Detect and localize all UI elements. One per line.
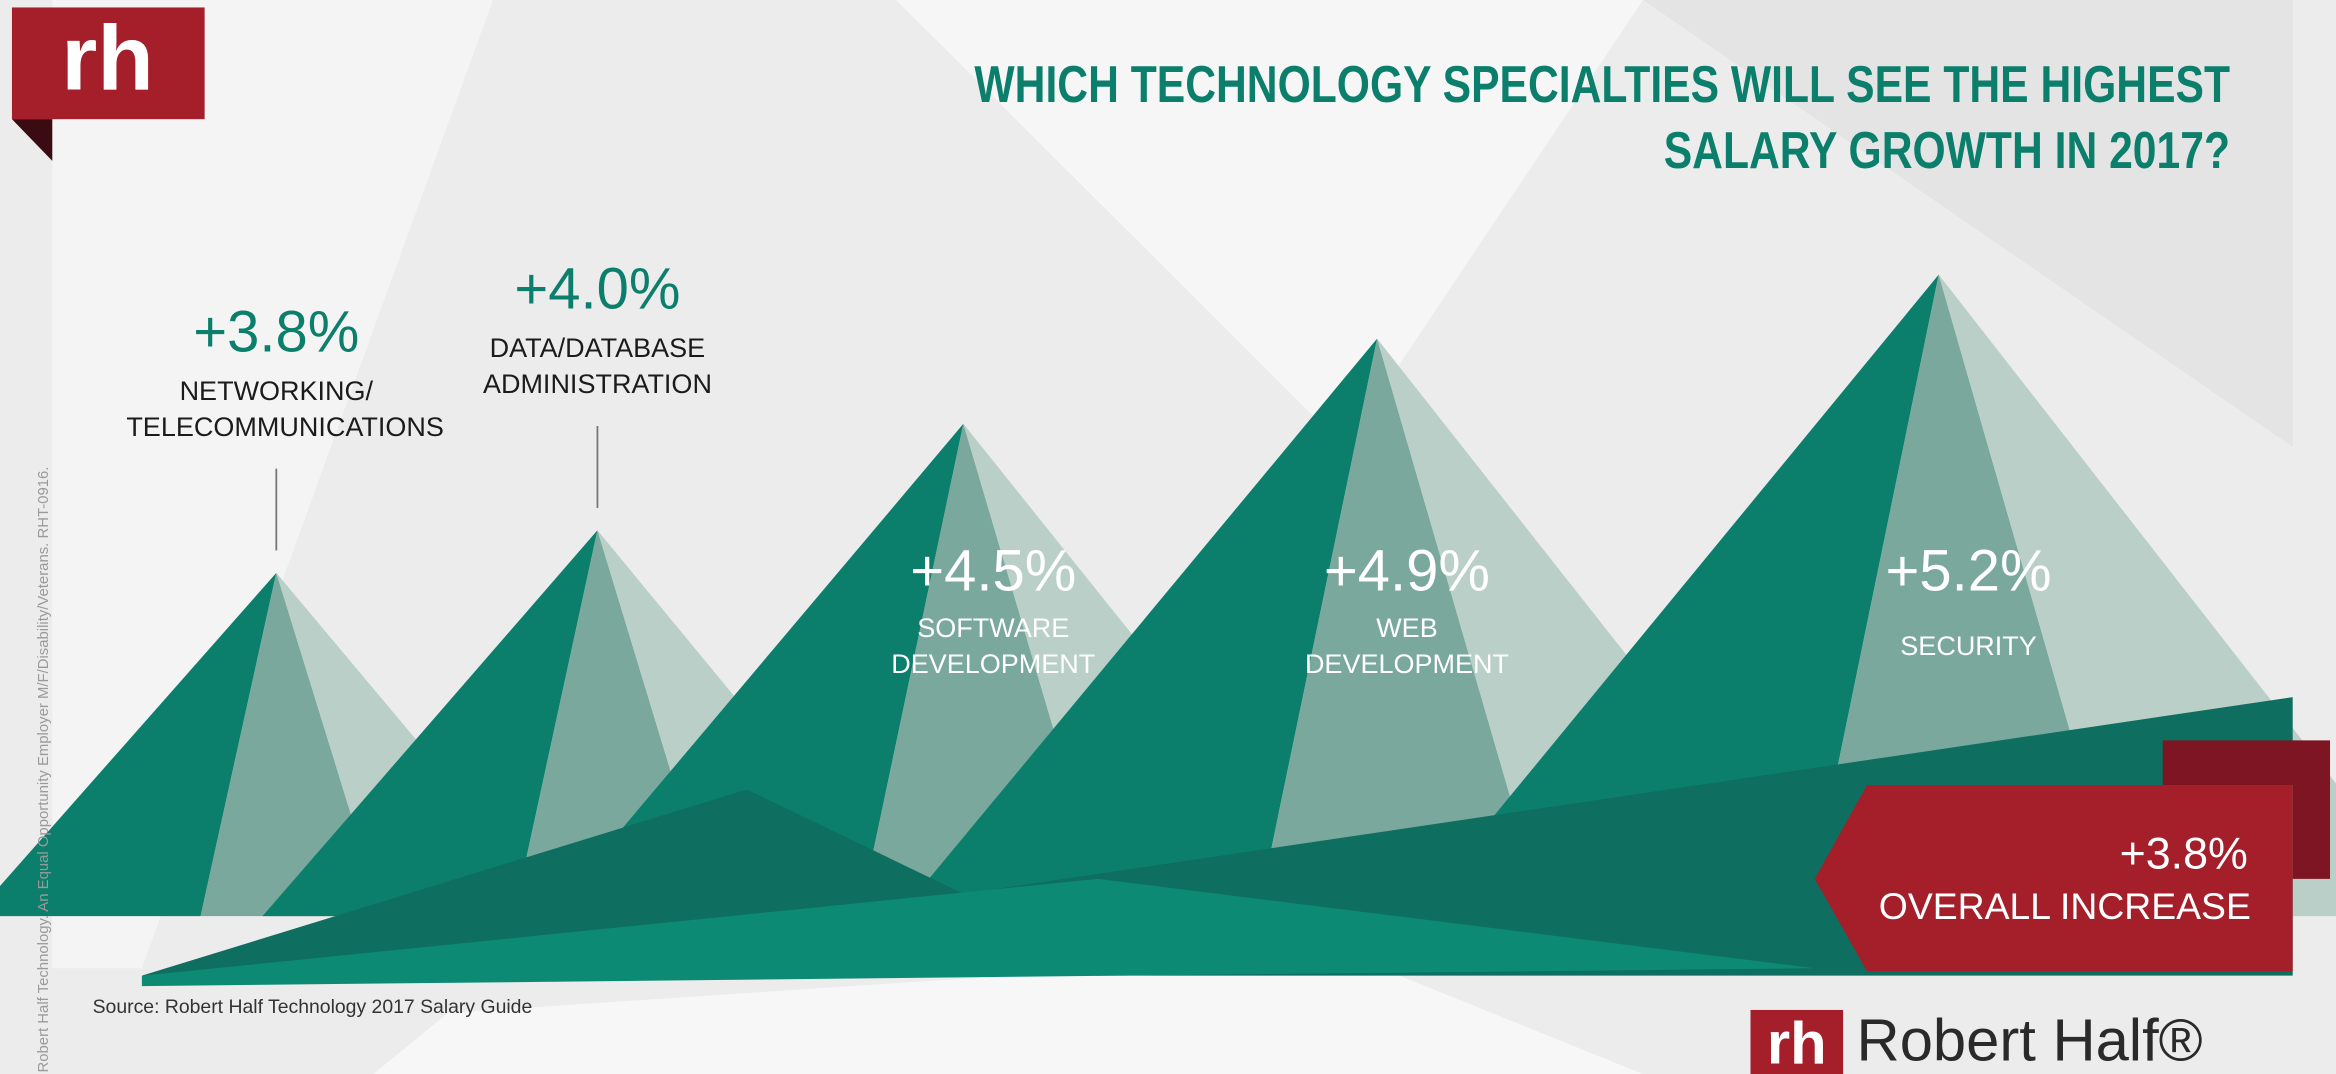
- category-label: SOFTWARE DEVELOPMENT: [878, 610, 1108, 682]
- value-label: +4.5%: [910, 537, 1076, 604]
- value-label: +4.9%: [1324, 537, 1490, 604]
- overall-label: OVERALL INCREASE: [1879, 885, 2251, 927]
- title: WHICH TECHNOLOGY SPECIALTIES WILL SEE TH…: [795, 52, 2230, 184]
- brand-name: Robert Half®: [1857, 1007, 2203, 1074]
- category-label: DATA/DATABASE ADMINISTRATION: [472, 330, 722, 402]
- source: Source: Robert Half Technology 2017 Sala…: [93, 996, 533, 1018]
- value-label: +4.0%: [514, 255, 680, 322]
- category-label: NETWORKING/ TELECOMMUNICATIONS: [126, 373, 426, 445]
- value-label: +5.2%: [1886, 537, 2052, 604]
- value-label: +3.8%: [193, 298, 359, 365]
- category-label: SECURITY: [1854, 628, 2084, 664]
- side-note: Robert Half Technology. An Equal Opportu…: [36, 467, 52, 1073]
- logo-text: rh: [61, 5, 154, 109]
- infographic: rh Robert Half Technology. An Equal Oppo…: [0, 0, 2336, 1074]
- brand-logo: rh: [1767, 1010, 1827, 1074]
- category-label: WEB DEVELOPMENT: [1292, 610, 1522, 682]
- overall-value: +3.8%: [2120, 828, 2248, 878]
